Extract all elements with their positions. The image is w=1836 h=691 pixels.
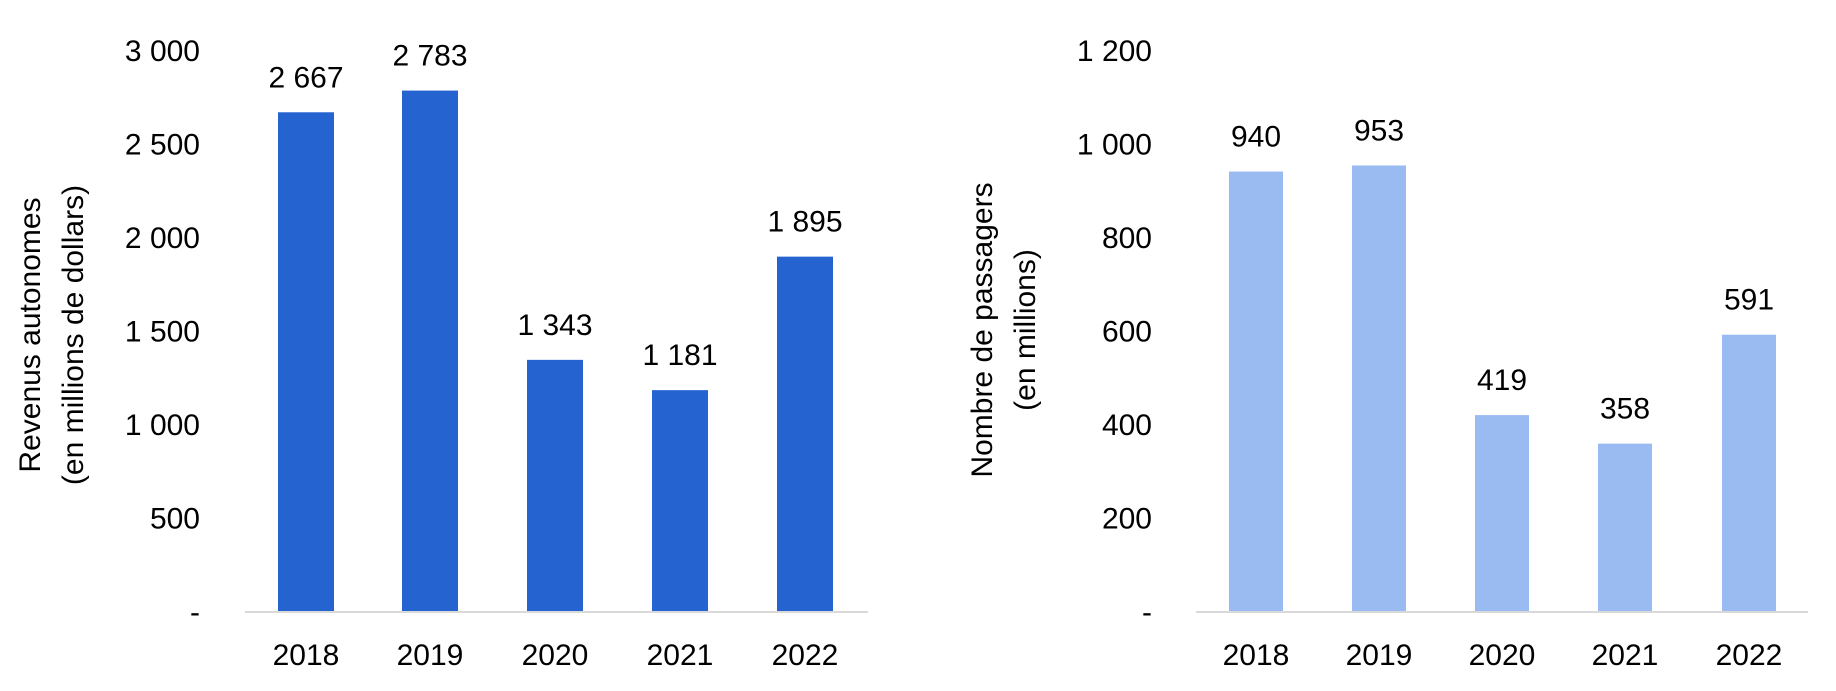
- bar-value-label: 1 895: [767, 206, 842, 239]
- bar-value-label: 419: [1477, 364, 1527, 397]
- bar: [402, 90, 458, 612]
- bar-value-label: 2 783: [392, 40, 467, 73]
- bar-value-label: 953: [1354, 114, 1404, 147]
- x-tick-label: 2020: [1469, 639, 1536, 672]
- bar: [278, 112, 334, 612]
- passengers-chart: - 200 400 600 800 1 000 1 200 Nombre de passage…: [966, 35, 1808, 672]
- y-tick-label: 1 500: [125, 316, 200, 349]
- y-axis-title-line: Revenus autonomes: [14, 197, 47, 472]
- x-tick-label: 2019: [397, 639, 464, 672]
- bar-value-label: 1 181: [642, 339, 717, 372]
- y-tick-label: 1 000: [125, 409, 200, 442]
- y-axis-title-line: (en millions de dollars): [57, 185, 90, 485]
- y-tick-label: -: [190, 596, 200, 629]
- y-tick-label: 400: [1102, 409, 1152, 442]
- bar: [1229, 171, 1283, 612]
- bar-value-label: 2 667: [268, 61, 343, 94]
- x-tick-label: 2019: [1346, 639, 1413, 672]
- y-tick-label: 600: [1102, 316, 1152, 349]
- x-tick-label: 2018: [1223, 639, 1290, 672]
- revenue-chart: - 500 1 000 1 500 2 000 2 500 3 000 Revenus aut…: [14, 35, 868, 672]
- x-tick-label: 2018: [273, 639, 340, 672]
- y-tick-label: 800: [1102, 222, 1152, 255]
- y-axis-title-line: (en millions): [1009, 249, 1042, 411]
- bar-value-label: 358: [1600, 393, 1650, 426]
- y-tick-label: 200: [1102, 503, 1152, 536]
- y-tick-label: -: [1142, 596, 1152, 629]
- y-axis-title-line: Nombre de passagers: [966, 182, 999, 477]
- bar: [1722, 334, 1776, 611]
- x-tick-label: 2021: [647, 639, 714, 672]
- bar-value-label: 591: [1724, 284, 1774, 317]
- x-tick-label: 2022: [1716, 639, 1783, 672]
- y-tick-label: 1 200: [1077, 35, 1152, 68]
- y-tick-label: 1 000: [1077, 129, 1152, 162]
- bar: [1598, 443, 1652, 611]
- x-tick-label: 2020: [522, 639, 589, 672]
- bar-value-label: 940: [1231, 121, 1281, 154]
- bar: [1475, 415, 1529, 611]
- y-tick-label: 3 000: [125, 35, 200, 68]
- x-tick-label: 2022: [772, 639, 839, 672]
- bar: [652, 390, 708, 611]
- x-tick-label: 2021: [1592, 639, 1659, 672]
- bar: [527, 359, 583, 611]
- y-tick-label: 500: [150, 503, 200, 536]
- y-tick-label: 2 500: [125, 129, 200, 162]
- bar: [777, 256, 833, 611]
- bar: [1352, 165, 1406, 611]
- bar-value-label: 1 343: [517, 309, 592, 342]
- y-tick-label: 2 000: [125, 222, 200, 255]
